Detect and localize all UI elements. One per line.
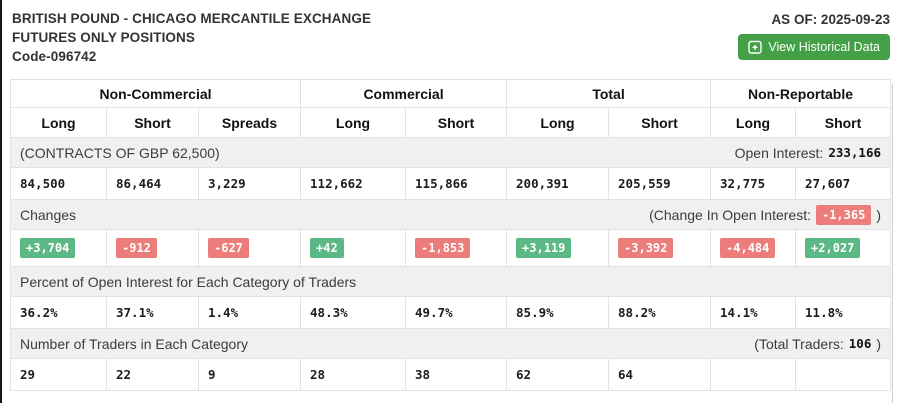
change-cell: +3,119 [506, 229, 610, 267]
traders-label: Number of Traders in Each Category [20, 335, 248, 352]
as-of-date: AS OF: 2025-09-23 [771, 12, 890, 27]
group-header-total: Total [506, 79, 712, 108]
total-traders-close-paren: ) [876, 335, 882, 352]
group-header-non-reportable: Non-Reportable [710, 79, 892, 108]
change-cell: +2,027 [795, 229, 892, 267]
changes-label-row: Changes (Change In Open Interest: -1,365… [9, 199, 892, 230]
change-badge: -912 [116, 238, 157, 258]
change-cell: -4,484 [710, 229, 797, 267]
report-titles: BRITISH POUND - CHICAGO MERCANTILE EXCHA… [12, 9, 371, 66]
traders-cell: 22 [106, 358, 199, 391]
column-header-long: Long [300, 107, 407, 138]
percent-cell: 14.1% [710, 296, 797, 329]
header-right: AS OF: 2025-09-23 View Historical Data [738, 9, 890, 60]
traders-cell: 9 [197, 358, 302, 391]
report-code: Code-096742 [12, 49, 97, 64]
contracts-label-cell: (CONTRACTS OF GBP 62,500) Open Interest:… [9, 137, 892, 168]
traders-cell: 64 [608, 358, 712, 391]
position-cell: 32,775 [710, 167, 797, 200]
change-badge: -4,484 [720, 238, 776, 258]
change-badge: -3,392 [618, 238, 674, 258]
column-header-short: Short [106, 107, 199, 138]
column-header-short: Short [608, 107, 712, 138]
position-cell: 205,559 [608, 167, 712, 200]
traders-cell: 28 [300, 358, 407, 391]
layout-divider [892, 84, 893, 403]
position-cell: 27,607 [795, 167, 892, 200]
change-cell: -912 [106, 229, 199, 267]
percent-cell: 88.2% [608, 296, 712, 329]
cot-table: Non-Commercial Commercial Total Non-Repo… [9, 79, 892, 391]
open-interest-label: Open Interest: [734, 144, 824, 161]
column-header-row: Long Short Spreads Long Short Long Short… [10, 107, 892, 138]
percents-row: 36.2% 37.1% 1.4% 48.3% 49.7% 85.9% 88.2%… [10, 296, 892, 329]
change-cell: +3,704 [10, 229, 107, 267]
percent-label: Percent of Open Interest for Each Catego… [20, 273, 357, 290]
contracts-label-row: (CONTRACTS OF GBP 62,500) Open Interest:… [9, 137, 892, 168]
calendar-plus-icon [748, 40, 763, 54]
change-badge: +42 [310, 238, 344, 258]
column-header-short: Short [405, 107, 508, 138]
changes-label-cell: Changes (Change In Open Interest: -1,365… [9, 199, 892, 230]
change-badge: -627 [208, 238, 249, 258]
traders-row: 29 22 9 28 38 62 64 [10, 358, 892, 391]
percent-label-row: Percent of Open Interest for Each Catego… [9, 266, 892, 297]
change-in-oi-badge: -1,365 [815, 204, 872, 225]
changes-row: +3,704 -912 -627 +42 -1,853 +3,119 -3,39… [10, 229, 892, 267]
position-cell: 112,662 [300, 167, 407, 200]
percent-cell: 36.2% [10, 296, 107, 329]
percent-cell: 48.3% [300, 296, 407, 329]
traders-label-row: Number of Traders in Each Category (Tota… [9, 328, 892, 359]
group-header-commercial: Commercial [300, 79, 508, 108]
percent-cell: 37.1% [106, 296, 199, 329]
open-interest-value: 233,166 [828, 145, 882, 160]
column-header-long: Long [506, 107, 610, 138]
contracts-label: (CONTRACTS OF GBP 62,500) [20, 144, 220, 161]
traders-label-cell: Number of Traders in Each Category (Tota… [9, 328, 892, 359]
change-cell: -3,392 [608, 229, 712, 267]
group-header-non-commercial: Non-Commercial [9, 79, 302, 108]
positions-row: 84,500 86,464 3,229 112,662 115,866 200,… [10, 167, 892, 200]
traders-cell [795, 358, 892, 391]
page-left-edge [0, 0, 2, 403]
changes-label: Changes [20, 206, 77, 223]
change-badge: -1,853 [415, 238, 471, 258]
percent-cell: 11.8% [795, 296, 892, 329]
position-cell: 115,866 [405, 167, 508, 200]
report-title: BRITISH POUND - CHICAGO MERCANTILE EXCHA… [12, 11, 372, 26]
total-traders-value: 106 [848, 336, 872, 351]
column-header-long: Long [710, 107, 797, 138]
report-header: BRITISH POUND - CHICAGO MERCANTILE EXCHA… [0, 0, 900, 66]
report-subtitle: FUTURES ONLY POSITIONS [12, 30, 195, 45]
change-in-oi-close-paren: ) [876, 206, 882, 223]
total-traders-label: (Total Traders: [754, 335, 844, 352]
traders-cell [710, 358, 797, 391]
view-historical-data-label: View Historical Data [768, 40, 880, 54]
position-cell: 200,391 [506, 167, 610, 200]
change-cell: +42 [300, 229, 407, 267]
change-badge: +3,704 [20, 238, 76, 258]
view-historical-data-button[interactable]: View Historical Data [738, 34, 890, 60]
change-badge: +3,119 [516, 238, 572, 258]
traders-cell: 29 [10, 358, 107, 391]
group-header-row: Non-Commercial Commercial Total Non-Repo… [9, 79, 892, 108]
column-header-spreads: Spreads [197, 107, 302, 138]
position-cell: 84,500 [10, 167, 107, 200]
percent-cell: 85.9% [506, 296, 610, 329]
change-cell: -1,853 [405, 229, 508, 267]
position-cell: 86,464 [106, 167, 199, 200]
percent-label-cell: Percent of Open Interest for Each Catego… [9, 266, 892, 297]
traders-cell: 38 [405, 358, 508, 391]
column-header-long: Long [10, 107, 107, 138]
change-in-oi-label: (Change In Open Interest: [649, 206, 811, 223]
traders-cell: 62 [506, 358, 610, 391]
change-badge: +2,027 [805, 238, 861, 258]
change-cell: -627 [197, 229, 302, 267]
position-cell: 3,229 [197, 167, 302, 200]
percent-cell: 1.4% [197, 296, 302, 329]
column-header-short: Short [795, 107, 892, 138]
percent-cell: 49.7% [405, 296, 508, 329]
